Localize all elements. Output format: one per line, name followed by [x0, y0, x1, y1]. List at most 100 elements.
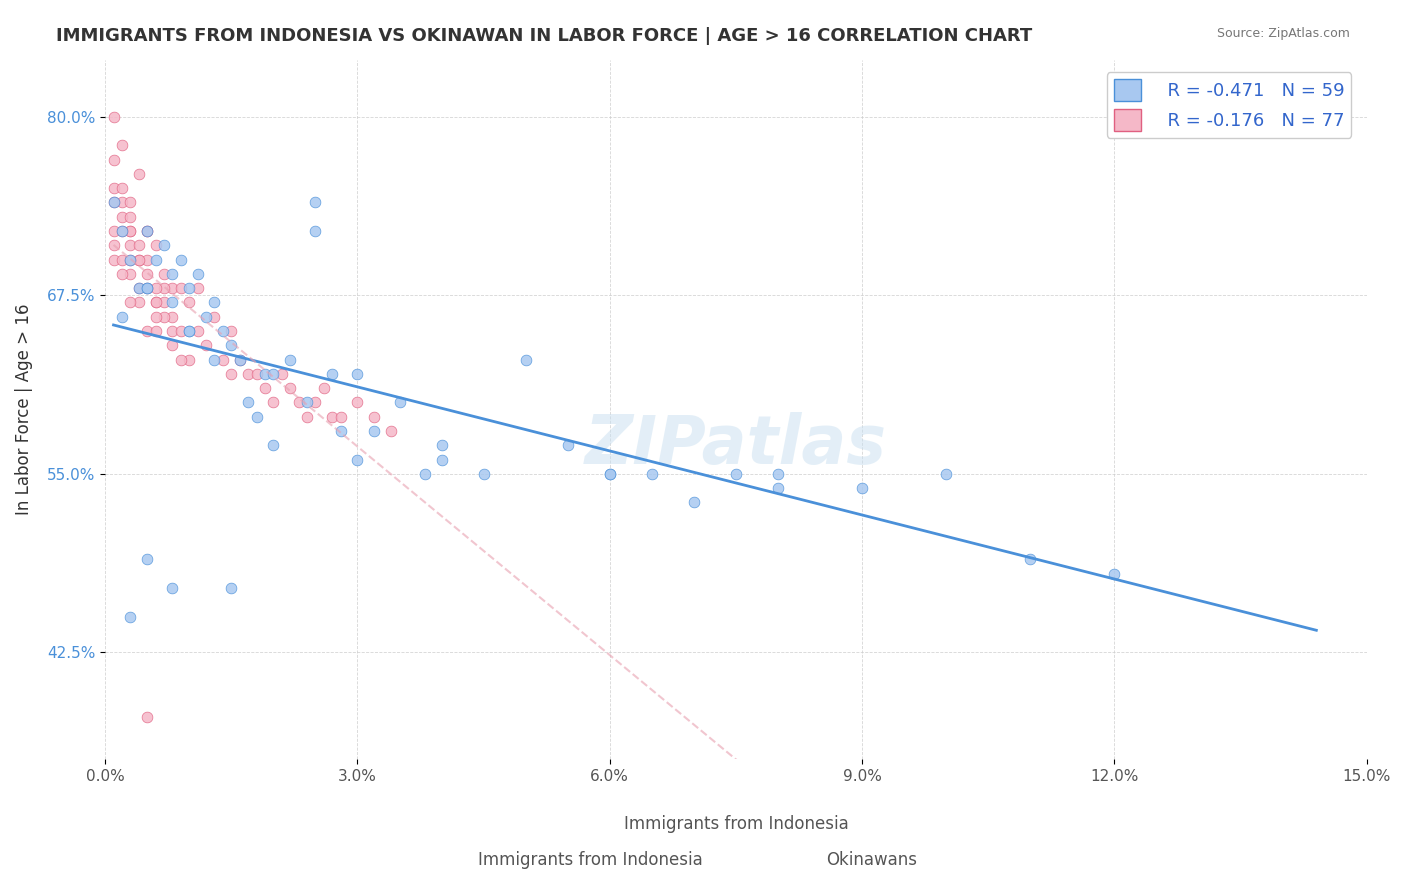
Point — [346, 395, 368, 409]
Point — [111, 310, 134, 324]
Point — [136, 552, 159, 566]
Point — [103, 181, 125, 195]
Point — [295, 409, 318, 424]
Point — [253, 381, 276, 395]
Point — [136, 267, 159, 281]
Point — [304, 195, 326, 210]
Point — [120, 267, 142, 281]
Point — [145, 310, 167, 324]
Point — [262, 395, 284, 409]
Point — [103, 195, 125, 210]
Point — [346, 452, 368, 467]
Point — [136, 224, 159, 238]
Point — [179, 295, 201, 310]
Point — [120, 210, 142, 224]
Point — [111, 195, 134, 210]
Point — [111, 224, 134, 238]
Point — [187, 267, 209, 281]
Point — [304, 224, 326, 238]
Y-axis label: In Labor Force | Age > 16: In Labor Force | Age > 16 — [15, 304, 32, 516]
Point — [145, 281, 167, 295]
Point — [329, 424, 352, 438]
Point — [103, 238, 125, 252]
Point — [236, 395, 259, 409]
Text: Immigrants from Indonesia: Immigrants from Indonesia — [478, 851, 703, 869]
Point — [219, 367, 242, 381]
Point — [228, 352, 250, 367]
Point — [111, 224, 134, 238]
Point — [170, 324, 193, 338]
Point — [136, 281, 159, 295]
Point — [262, 367, 284, 381]
Point — [472, 467, 495, 481]
Point — [851, 481, 873, 495]
Point — [204, 352, 226, 367]
Point — [1104, 566, 1126, 581]
Point — [430, 438, 453, 452]
Point — [111, 210, 134, 224]
Point — [145, 252, 167, 267]
Point — [724, 467, 747, 481]
Point — [287, 395, 309, 409]
Point — [515, 352, 537, 367]
Point — [162, 338, 184, 352]
Point — [346, 367, 368, 381]
Point — [111, 181, 134, 195]
Point — [195, 338, 218, 352]
Point — [212, 324, 235, 338]
Point — [170, 252, 193, 267]
Point — [128, 295, 150, 310]
Legend:   R = -0.471   N = 59,   R = -0.176   N = 77: R = -0.471 N = 59, R = -0.176 N = 77 — [1107, 72, 1351, 138]
Point — [557, 438, 579, 452]
Point — [103, 224, 125, 238]
Text: Okinawans: Okinawans — [827, 851, 917, 869]
Point — [128, 281, 150, 295]
Point — [195, 310, 218, 324]
Point — [312, 381, 335, 395]
Point — [136, 224, 159, 238]
Point — [219, 338, 242, 352]
Point — [153, 295, 176, 310]
Point — [388, 395, 411, 409]
Text: IMMIGRANTS FROM INDONESIA VS OKINAWAN IN LABOR FORCE | AGE > 16 CORRELATION CHAR: IMMIGRANTS FROM INDONESIA VS OKINAWAN IN… — [56, 27, 1032, 45]
Point — [128, 238, 150, 252]
Point — [120, 195, 142, 210]
Point — [641, 467, 664, 481]
Point — [599, 467, 621, 481]
Point — [766, 467, 789, 481]
Point — [145, 324, 167, 338]
Point — [321, 409, 343, 424]
Text: Source: ZipAtlas.com: Source: ZipAtlas.com — [1216, 27, 1350, 40]
Point — [179, 281, 201, 295]
Point — [245, 409, 267, 424]
Point — [219, 581, 242, 595]
Point — [103, 252, 125, 267]
Point — [136, 252, 159, 267]
Point — [170, 352, 193, 367]
Point — [179, 352, 201, 367]
Point — [162, 324, 184, 338]
Point — [103, 153, 125, 167]
Point — [295, 395, 318, 409]
Point — [111, 252, 134, 267]
Point — [236, 367, 259, 381]
Point — [262, 438, 284, 452]
Point — [153, 310, 176, 324]
Point — [321, 367, 343, 381]
Point — [162, 295, 184, 310]
Point — [153, 238, 176, 252]
Point — [120, 252, 142, 267]
Point — [179, 324, 201, 338]
Point — [120, 224, 142, 238]
Point — [204, 310, 226, 324]
Point — [136, 281, 159, 295]
Point — [380, 424, 402, 438]
Point — [136, 281, 159, 295]
Point — [935, 467, 957, 481]
Point — [245, 367, 267, 381]
Point — [153, 281, 176, 295]
Point — [103, 110, 125, 124]
Point — [363, 409, 385, 424]
Text: Immigrants from Indonesia: Immigrants from Indonesia — [624, 815, 848, 833]
Point — [1019, 552, 1042, 566]
